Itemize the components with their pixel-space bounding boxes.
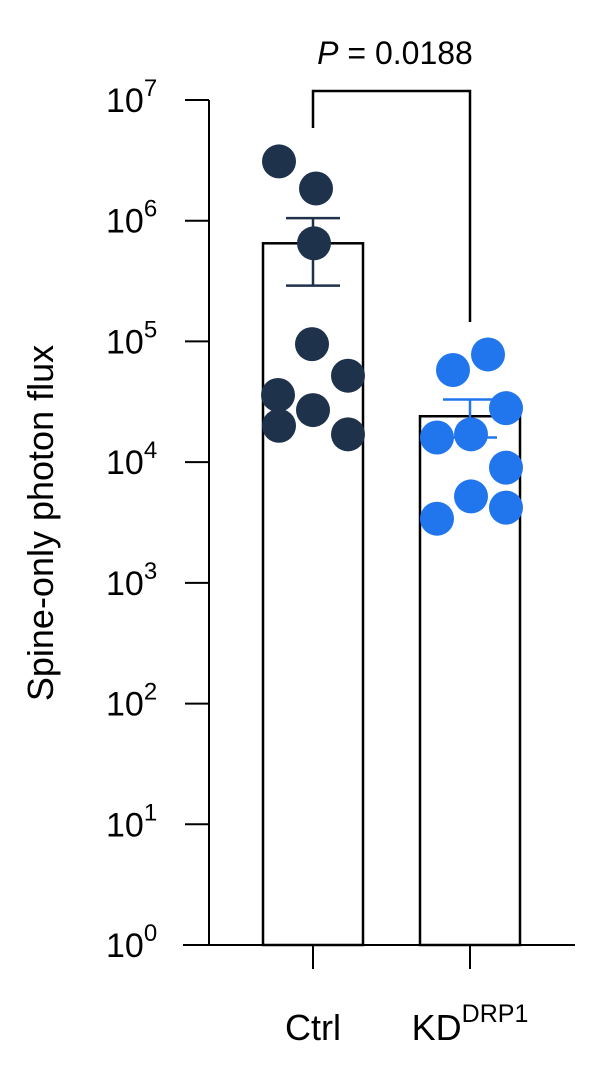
data-point [295, 327, 329, 362]
data-point [296, 393, 330, 428]
data-points [261, 144, 523, 536]
data-point [489, 490, 523, 525]
x-tick-label: Ctrl [285, 1007, 341, 1048]
data-point [489, 391, 523, 426]
data-point [471, 337, 505, 372]
data-point [262, 408, 296, 443]
data-point [489, 450, 523, 485]
y-tick-label: 101 [106, 799, 157, 844]
y-tick-label: 102 [106, 679, 157, 724]
data-point [420, 501, 454, 536]
x-axis: Ctrl KDDRP1 [183, 944, 575, 1048]
x-ticks: Ctrl KDDRP1 [285, 945, 528, 1048]
data-point [454, 479, 488, 514]
significance-annotation: P = 0.0188 [311, 35, 473, 322]
data-point [420, 420, 454, 455]
data-point [454, 417, 488, 452]
data-point [261, 377, 295, 412]
y-tick-label: 107 [106, 75, 157, 120]
data-point [331, 417, 365, 452]
y-tick-label: 105 [106, 316, 157, 361]
y-axis: 100 101 102 103 104 105 106 107 [106, 75, 210, 965]
y-tick-label: 104 [106, 437, 157, 482]
y-axis-label: Spine-only photon flux [20, 345, 61, 701]
data-point [436, 352, 470, 387]
p-value-label: P = 0.0188 [317, 35, 473, 71]
y-tick-label: 100 [106, 920, 157, 965]
y-tick-label: 103 [106, 558, 157, 603]
y-tick-label: 106 [106, 196, 157, 241]
significance-bracket [311, 89, 472, 322]
x-tick-label: KDDRP1 [412, 1000, 529, 1048]
y-ticks: 100 101 102 103 104 105 106 107 [106, 75, 209, 965]
data-point [331, 358, 365, 393]
data-point [262, 144, 296, 179]
data-point [297, 226, 331, 261]
data-point [299, 171, 333, 206]
